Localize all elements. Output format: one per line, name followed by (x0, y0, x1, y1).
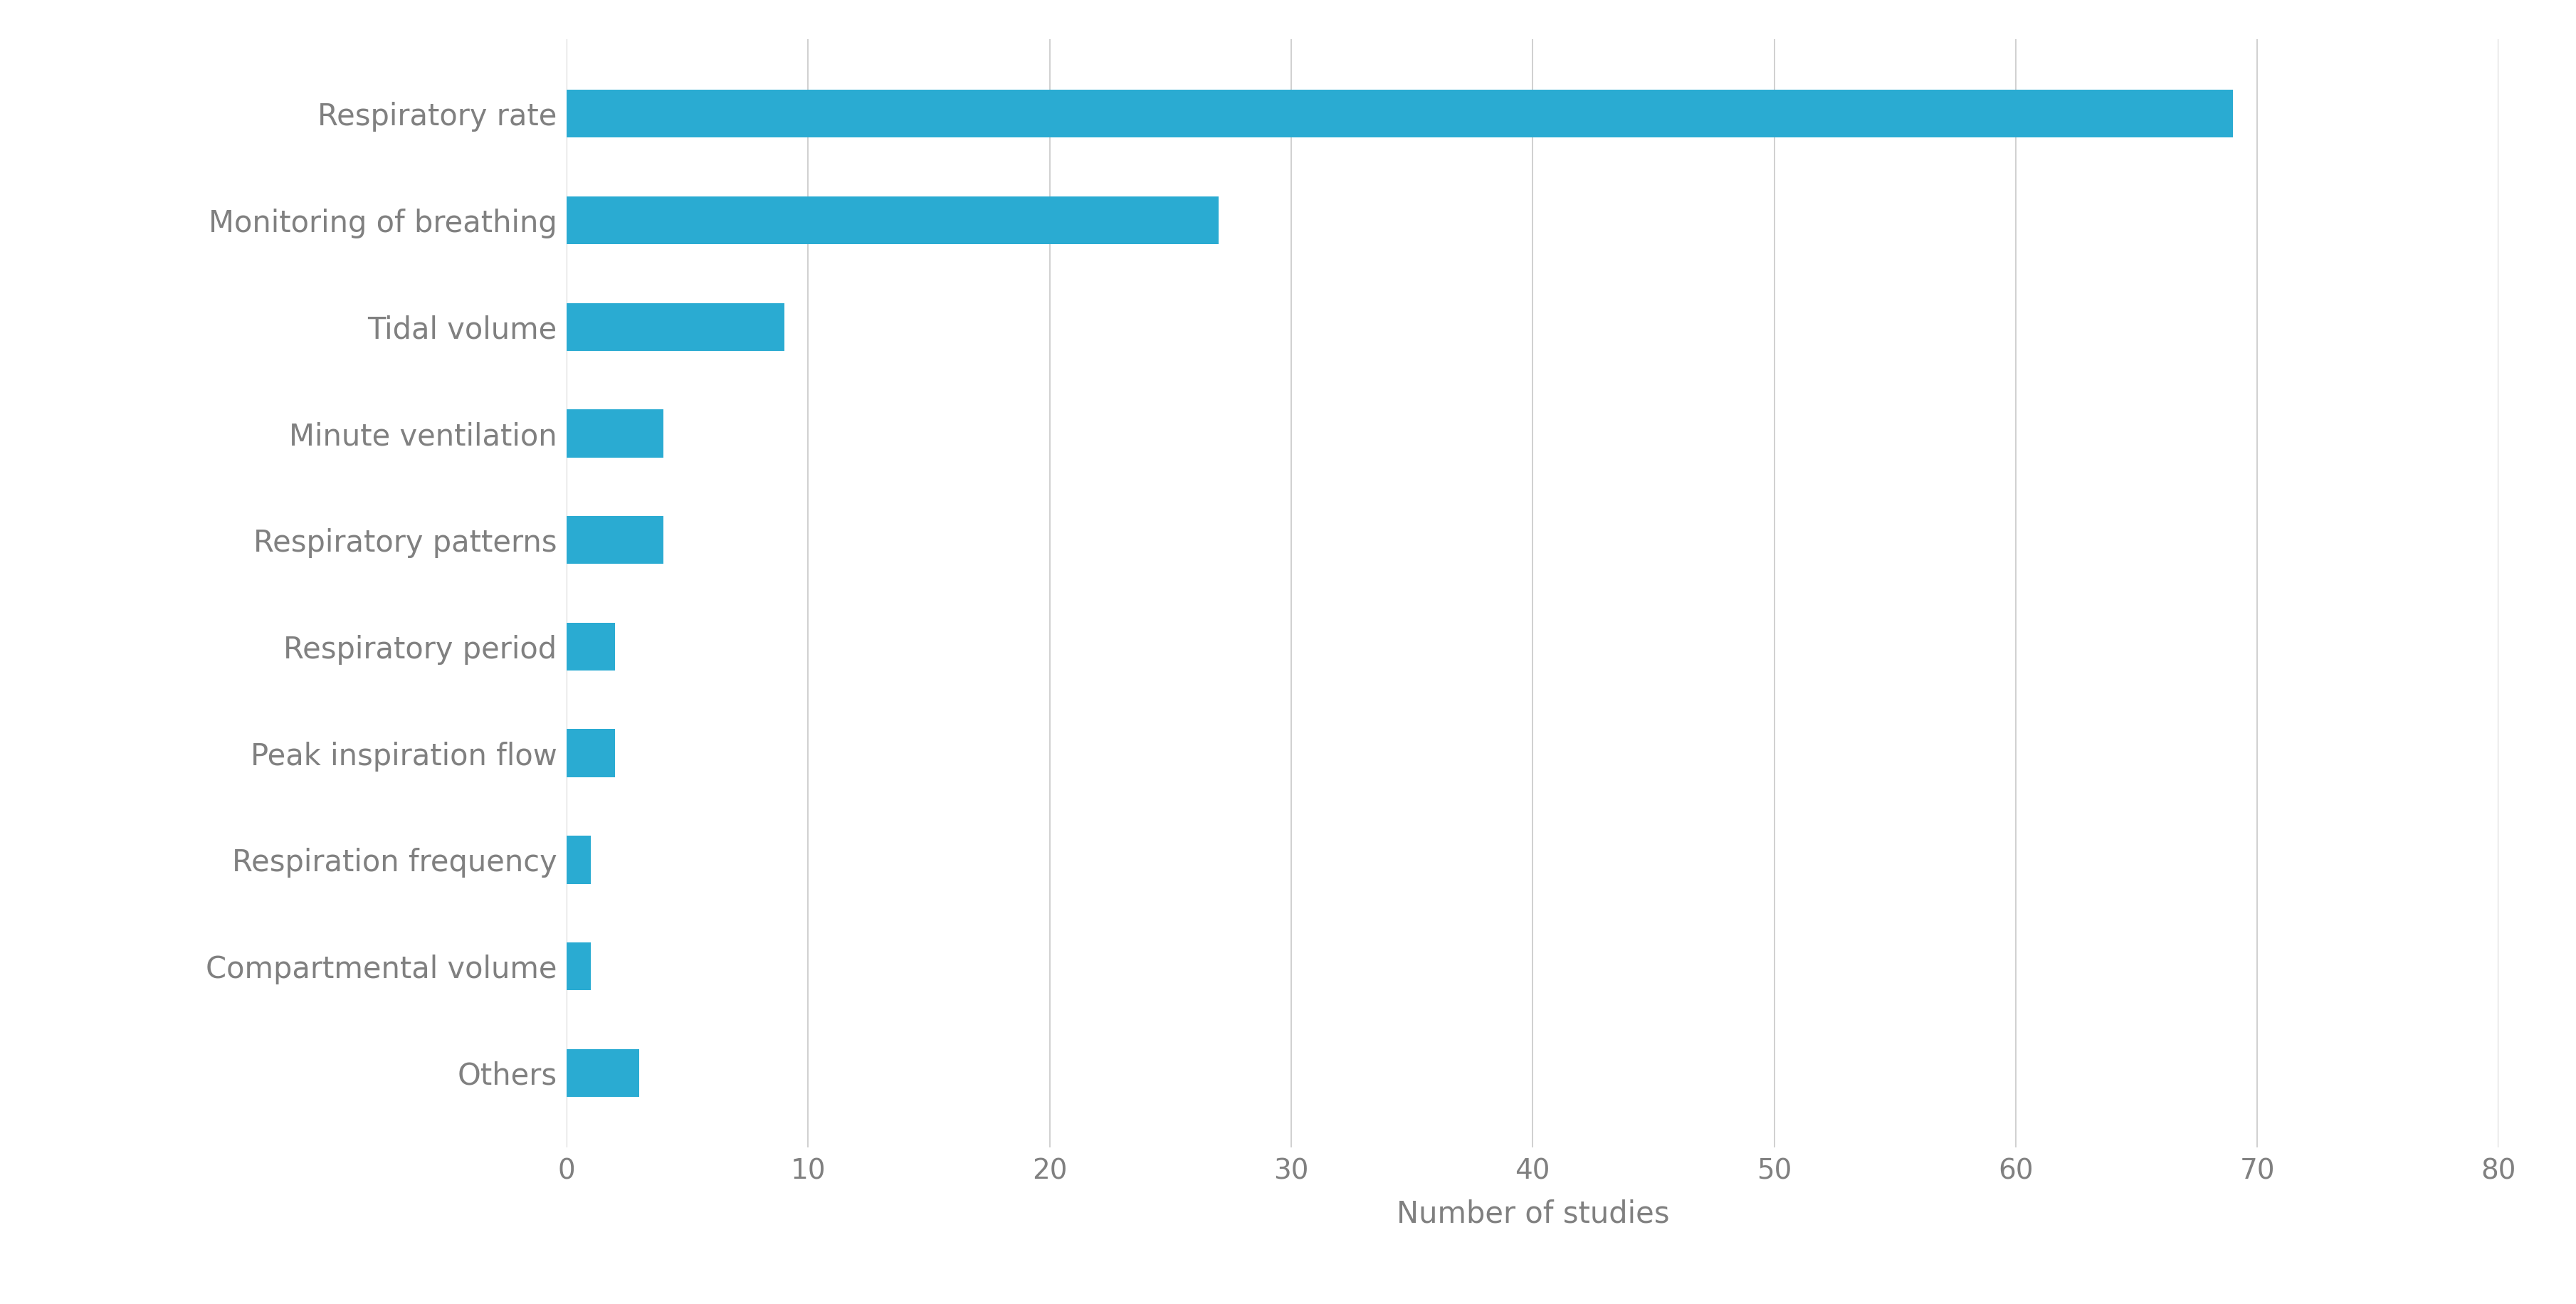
Bar (567, 622, 616, 670)
Bar (567, 729, 616, 777)
Bar (567, 943, 590, 990)
Bar (567, 516, 662, 565)
Bar (567, 1048, 639, 1097)
X-axis label: Number of studies: Number of studies (1396, 1200, 1669, 1230)
Bar (567, 409, 662, 458)
Bar (567, 836, 590, 884)
Bar (567, 90, 2233, 138)
Bar (567, 197, 1218, 244)
Bar (567, 303, 783, 351)
